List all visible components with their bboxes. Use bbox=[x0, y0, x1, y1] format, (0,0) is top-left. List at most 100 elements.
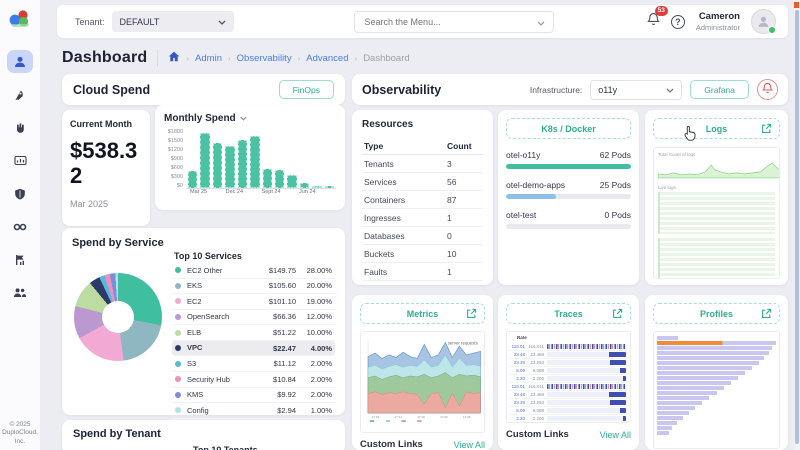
scrollbar-thumb[interactable] bbox=[795, 10, 799, 444]
current-month-label: Current Month bbox=[70, 119, 132, 129]
trace-row: 23.25 23.253 bbox=[509, 399, 628, 407]
service-percent: 19.00% bbox=[306, 296, 332, 306]
traces-preview-thumbnail[interactable]: Rate 116.01 116.011 23.48 23.488 23.25 23.253… bbox=[506, 331, 631, 423]
monthly-spend-chart: $1800 $1500 $1200 $900 $600 $300 $0 bbox=[164, 129, 336, 189]
spend-bar bbox=[324, 185, 335, 188]
view-all-link[interactable]: View All bbox=[453, 439, 485, 450]
service-row[interactable]: VPC $22.47 4.00% bbox=[172, 340, 335, 357]
x-axis-label bbox=[281, 189, 290, 195]
home-icon[interactable] bbox=[168, 51, 180, 65]
service-row[interactable]: EC2 Other $149.75 28.00% bbox=[172, 263, 335, 279]
monthly-spend-plot bbox=[186, 129, 336, 189]
trace-row: 23.48 23.488 bbox=[509, 351, 628, 359]
sidebar-item-launch[interactable] bbox=[7, 83, 33, 106]
trace-sparkline bbox=[547, 408, 626, 413]
x-axis-label: Sept 24 bbox=[261, 189, 281, 195]
alerts-bell-button[interactable] bbox=[757, 79, 778, 100]
sidebar-item-dashboard[interactable] bbox=[7, 149, 33, 172]
sidebar-item-admin[interactable] bbox=[7, 50, 33, 73]
trace-rate: 2.20 bbox=[516, 416, 525, 421]
metrics-preview-thumbnail[interactable]: server requests 17:10 17:14 17:18 17:22 17:… bbox=[360, 331, 485, 433]
current-month-period: Mar 2025 bbox=[70, 198, 109, 209]
duplocloud-logo-icon[interactable] bbox=[7, 9, 33, 33]
x-axis-label bbox=[216, 189, 225, 195]
pods-count: 25 Pods bbox=[599, 180, 631, 190]
grafana-button[interactable]: Grafana bbox=[690, 80, 749, 99]
service-row[interactable]: OpenSearch $66.36 12.00% bbox=[172, 310, 335, 326]
sidebar-item-devops[interactable] bbox=[7, 215, 33, 238]
sidebar-item-security[interactable] bbox=[7, 182, 33, 205]
monthly-xlabels: Mar 25 Dec 24 Sept 24 Jun 24 bbox=[188, 189, 336, 195]
trace-row: 6.09 6.088 bbox=[509, 407, 628, 415]
monitor-chart-icon bbox=[13, 155, 27, 167]
sidebar-item-reports[interactable] bbox=[7, 248, 33, 271]
logs-preview-thumbnail[interactable]: Total Count of logs Live logs bbox=[653, 147, 780, 279]
spend-bar bbox=[200, 133, 210, 188]
notifications-button[interactable]: 53 bbox=[646, 6, 668, 31]
spend-donut[interactable] bbox=[74, 273, 162, 361]
tenant-select[interactable]: DEFAULT bbox=[111, 11, 234, 32]
k8s-namespace-item: otel-o11y 62 Pods bbox=[506, 150, 631, 169]
metrics-card: Metrics server requests 17:10 17:14 17:18 … bbox=[352, 295, 493, 450]
profiles-button[interactable]: Profiles bbox=[653, 303, 780, 324]
rate-column-header: Rate bbox=[517, 335, 527, 340]
resource-type: Buckets bbox=[364, 248, 395, 259]
monthly-yticks: $1800 $1500 $1200 $900 $600 $300 $0 bbox=[164, 129, 186, 189]
x-axis-label bbox=[252, 189, 261, 195]
user-role: Administrator bbox=[695, 22, 740, 32]
svg-text:17:10: 17:10 bbox=[372, 415, 380, 419]
search-box[interactable] bbox=[353, 10, 554, 33]
column-count: Count bbox=[447, 140, 472, 151]
scrollbar-track[interactable] bbox=[794, 0, 800, 450]
service-row[interactable]: EC2 $101.10 19.00% bbox=[172, 294, 335, 310]
service-row[interactable]: S3 $11.12 2.00% bbox=[172, 356, 335, 372]
profiles-flamegraph-thumbnail[interactable] bbox=[653, 331, 780, 449]
breadcrumb-link-observability[interactable]: Observability bbox=[236, 52, 292, 64]
x-axis-label bbox=[325, 189, 334, 195]
sidebar: © 2025 DuploCloud, Inc. bbox=[0, 0, 40, 450]
trace-sparkline bbox=[547, 368, 626, 373]
monthly-spend-title: Monthly Spend bbox=[164, 113, 236, 124]
x-axis-label bbox=[207, 189, 216, 195]
trace-value: 23.253 bbox=[530, 360, 544, 365]
logs-button[interactable]: Logs bbox=[653, 118, 780, 139]
breadcrumb-link-admin[interactable]: Admin bbox=[195, 52, 222, 64]
chevron-down-icon[interactable] bbox=[240, 113, 247, 124]
breadcrumb-link-advanced[interactable]: Advanced bbox=[306, 52, 349, 64]
sidebar-item-services[interactable] bbox=[7, 116, 33, 139]
service-color-dot bbox=[175, 282, 181, 289]
service-name: EC2 bbox=[187, 296, 202, 306]
search-input[interactable] bbox=[362, 15, 523, 28]
avatar[interactable] bbox=[751, 9, 776, 34]
pods-progress-bar bbox=[506, 224, 631, 229]
view-all-link[interactable]: View All bbox=[599, 429, 631, 440]
trace-value: 116.011 bbox=[528, 344, 544, 349]
flame-row bbox=[657, 416, 684, 420]
traces-card: Traces Rate 116.01 116.011 23.48 23.488 23.2… bbox=[498, 295, 639, 450]
sidebar-item-team[interactable] bbox=[7, 281, 33, 304]
resource-type: Services bbox=[364, 176, 397, 187]
service-row[interactable]: Config $2.94 1.00% bbox=[172, 403, 335, 419]
help-button[interactable]: ? bbox=[670, 14, 685, 29]
pods-progress-bar bbox=[506, 194, 631, 199]
service-row[interactable]: EKS $105.60 20.00% bbox=[172, 279, 335, 295]
service-row[interactable]: ELB $51.22 10.00% bbox=[172, 325, 335, 341]
svg-text:17:14: 17:14 bbox=[394, 415, 402, 419]
resources-table-body: Tenants 3 Services 56 Containers 87 Ingresses 1… bbox=[362, 155, 483, 281]
finops-button[interactable]: FinOps bbox=[278, 80, 334, 99]
service-amount: $51.22 bbox=[273, 328, 296, 338]
x-axis-label: Dec 24 bbox=[225, 189, 244, 195]
k8s-docker-button[interactable]: K8s / Docker bbox=[506, 118, 631, 139]
flame-row bbox=[657, 336, 679, 340]
infrastructure-select[interactable]: o11y bbox=[590, 79, 683, 100]
metrics-button[interactable]: Metrics bbox=[360, 303, 485, 324]
service-name: Config bbox=[187, 405, 209, 415]
service-percent: 2.00% bbox=[310, 374, 332, 384]
user-name: Cameron bbox=[698, 11, 740, 23]
traces-button[interactable]: Traces bbox=[506, 303, 631, 324]
user-block[interactable]: Cameron Administrator bbox=[696, 11, 740, 31]
service-row[interactable]: KMS $9.92 2.00% bbox=[172, 388, 335, 404]
service-row[interactable]: Security Hub $10.84 2.00% bbox=[172, 372, 335, 388]
external-link-icon bbox=[761, 123, 772, 136]
trace-rate: 116.01 bbox=[511, 384, 525, 389]
